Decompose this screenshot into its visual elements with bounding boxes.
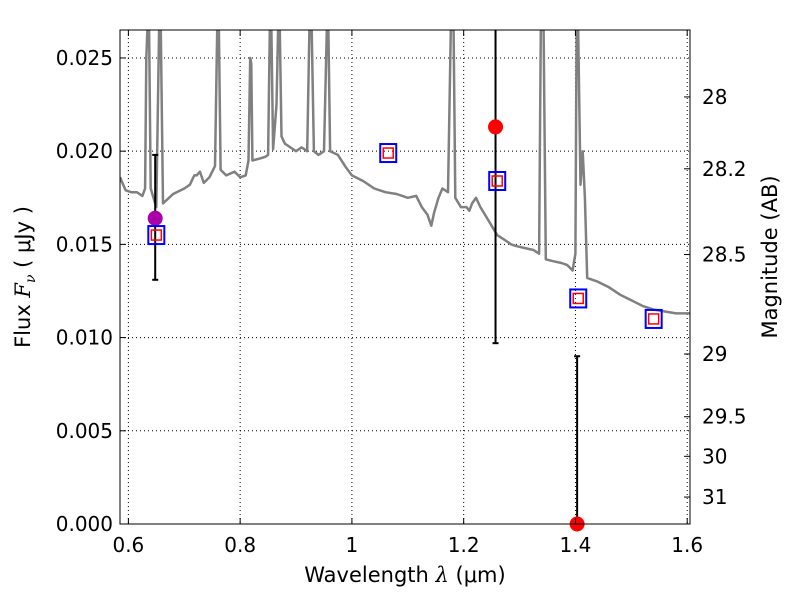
x-tick-label: 1.2 (448, 533, 480, 557)
x-axis-unit: (μm) (449, 563, 506, 587)
x-axis-title-prefix: Wavelength (304, 563, 435, 587)
x-tick-label: 1 (346, 533, 359, 557)
model-flux-inner-square (150, 229, 163, 241)
y-tick-label: 0.010 (56, 326, 113, 350)
y-tick-label: 0.000 (56, 512, 113, 536)
model-spectrum-layer (120, 30, 690, 315)
y-axis-title-prefix: Flux (11, 298, 35, 348)
model-spectrum-line (120, 30, 690, 315)
model-flux-square (569, 288, 588, 309)
plot-frame (119, 29, 691, 525)
grid-lines (120, 30, 690, 525)
y-tick-label: 0.025 (56, 46, 113, 70)
model-flux-inner-square (572, 292, 584, 305)
model-flux-square (147, 225, 166, 246)
observed-flux-point (147, 210, 163, 226)
y2-tick-label: 29 (702, 342, 727, 366)
y2-tick-label: 30 (702, 444, 727, 468)
model-flux-inner-square (647, 313, 660, 325)
y-axis-symbol: F (11, 282, 35, 299)
y2-tick-label: 28 (702, 85, 727, 109)
y2-tick-label: 31 (702, 485, 727, 509)
x-tick-label: 0.8 (224, 533, 256, 557)
x-tick-label: 1.6 (671, 533, 703, 557)
model-flux-square (379, 143, 398, 164)
x-axis-title: Wavelength λ (μm) (304, 563, 505, 587)
x-axis-symbol: λ (435, 563, 449, 587)
y-axis-unit: ( μJy ) (11, 206, 35, 274)
markers-layer (147, 119, 663, 532)
y-axis-subscript: ν (23, 274, 39, 283)
y-tick-label: 0.020 (56, 139, 113, 163)
y-axis-title: Flux Fν ( μJy ) (11, 206, 39, 348)
model-flux-inner-square (491, 175, 503, 187)
model-flux-square (644, 308, 663, 329)
x-tick-label: 1.4 (560, 533, 592, 557)
secondary-y-axis-title: Magnitude (AB) (758, 175, 782, 338)
model-flux-square (488, 170, 507, 191)
y-tick-label: 0.015 (56, 232, 113, 256)
y2-tick-label: 28.2 (702, 157, 747, 181)
x-tick-label: 0.6 (112, 533, 144, 557)
ticks-layer: 0.6 0.8 1 1.2 1.4 1.6 0.000 0.005 0.010 0.015 0.02… (56, 30, 747, 557)
y2-tick-label: 28.5 (702, 243, 747, 267)
model-flux-inner-square (382, 147, 394, 159)
y-tick-label: 0.005 (56, 419, 113, 443)
y2-tick-label: 29.5 (702, 405, 747, 429)
observed-flux-point (488, 119, 504, 135)
